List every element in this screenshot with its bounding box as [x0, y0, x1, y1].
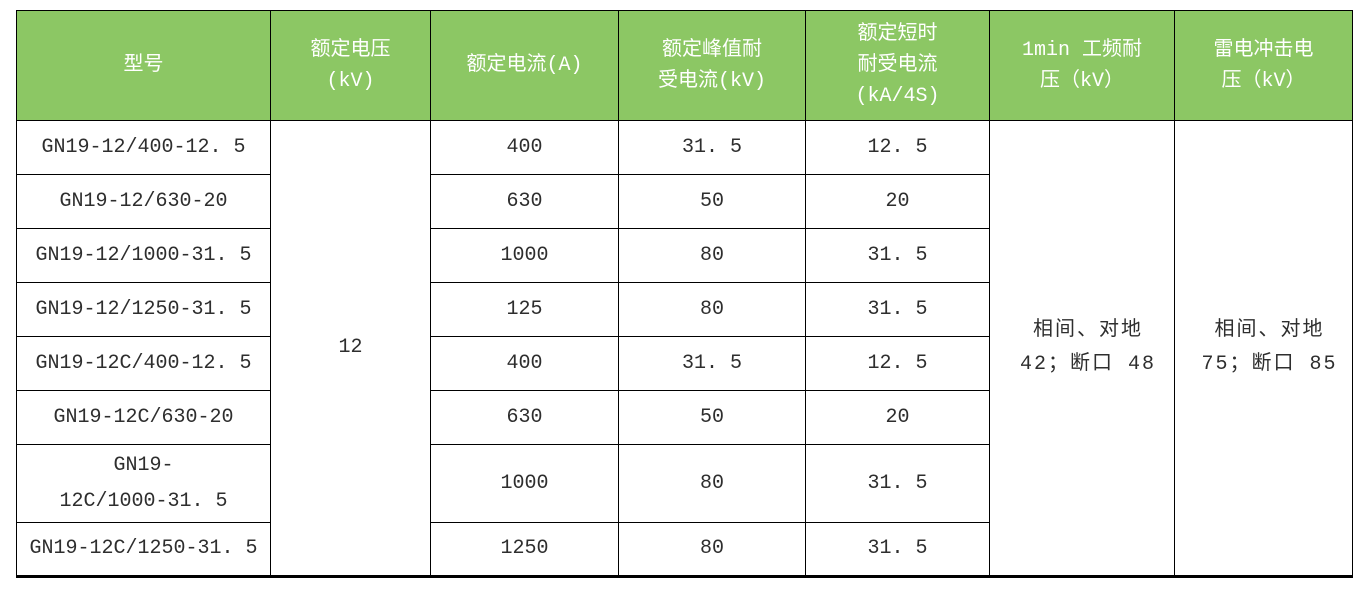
spec-table: 型号 额定电压 (kV) 额定电流(A) 额定峰值耐 受电流(kV) 额定短时 …	[16, 10, 1353, 578]
table-row: GN19-12/1000-31. 5 1000 80 31. 5	[16, 228, 1353, 283]
model-cell: GN19-12/630-20	[16, 174, 271, 229]
short-time-cell: 12. 5	[805, 120, 990, 175]
header-row: 型号 额定电压 (kV) 额定电流(A) 额定峰值耐 受电流(kV) 额定短时 …	[16, 10, 1353, 121]
current-cell: 125	[430, 282, 619, 337]
model-cell: GN19-12/1000-31. 5	[16, 228, 271, 283]
table-row: GN19-12/1250-31. 5 125 80 31. 5	[16, 282, 1353, 337]
model-cell: GN19- 12C/1000-31. 5	[16, 444, 271, 523]
header-cell-model: 型号	[16, 10, 271, 121]
table-row: GN19-12/630-20 630 50 20	[16, 174, 1353, 229]
header-cell-power-freq: 1min 工频耐 压（kV）	[989, 10, 1175, 121]
merged-cell-lightning: 相间、对地 75；断口 85	[1174, 120, 1353, 577]
short-time-cell: 20	[805, 390, 990, 445]
header-cell-peak-withstand: 额定峰值耐 受电流(kV)	[618, 10, 806, 121]
short-time-cell: 31. 5	[805, 228, 990, 283]
peak-cell: 80	[618, 228, 806, 283]
short-time-cell: 31. 5	[805, 444, 990, 523]
short-time-cell: 20	[805, 174, 990, 229]
model-cell: GN19-12/400-12. 5	[16, 120, 271, 175]
table-row: GN19-12C/1250-31. 5 1250 80 31. 5	[16, 522, 1353, 577]
model-cell: GN19-12C/400-12. 5	[16, 336, 271, 391]
model-cell: GN19-12C/1250-31. 5	[16, 522, 271, 577]
peak-cell: 50	[618, 390, 806, 445]
table-row: GN19-12/400-12. 5 12 400 31. 5 12. 5 相间、…	[16, 120, 1353, 577]
header-cell-rated-current: 额定电流(A)	[430, 10, 619, 121]
current-cell: 400	[430, 120, 619, 175]
model-cell: GN19-12C/630-20	[16, 390, 271, 445]
table-row: GN19-12C/400-12. 5 400 31. 5 12. 5	[16, 336, 1353, 391]
model-cell: GN19-12/1250-31. 5	[16, 282, 271, 337]
peak-cell: 80	[618, 444, 806, 523]
current-cell: 1250	[430, 522, 619, 577]
current-cell: 1000	[430, 444, 619, 523]
peak-cell: 80	[618, 522, 806, 577]
current-cell: 1000	[430, 228, 619, 283]
header-cell-rated-voltage: 额定电压 (kV)	[270, 10, 431, 121]
current-cell: 630	[430, 390, 619, 445]
header-cell-lightning: 雷电冲击电 压（kV）	[1174, 10, 1353, 121]
peak-cell: 50	[618, 174, 806, 229]
short-time-cell: 31. 5	[805, 522, 990, 577]
peak-cell: 31. 5	[618, 120, 806, 175]
merged-cell-rated-voltage: 12	[270, 120, 431, 577]
merged-cell-power-freq: 相间、对地 42；断口 48	[989, 120, 1175, 577]
peak-cell: 31. 5	[618, 336, 806, 391]
current-cell: 400	[430, 336, 619, 391]
short-time-cell: 12. 5	[805, 336, 990, 391]
peak-cell: 80	[618, 282, 806, 337]
current-cell: 630	[430, 174, 619, 229]
short-time-cell: 31. 5	[805, 282, 990, 337]
header-cell-short-time-withstand: 额定短时 耐受电流 (kA/4S)	[805, 10, 990, 121]
table-row: GN19-12C/630-20 630 50 20	[16, 390, 1353, 445]
